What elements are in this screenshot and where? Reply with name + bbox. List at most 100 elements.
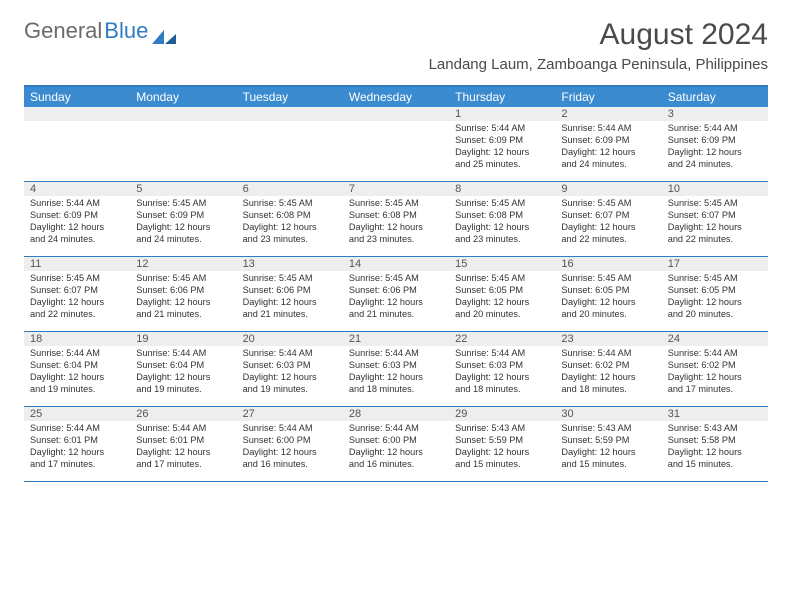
title-block: August 2024 Landang Laum, Zamboanga Peni… [429, 18, 768, 73]
daylight-text: and 19 minutes. [136, 384, 230, 396]
sunset-text: Sunset: 6:03 PM [243, 360, 337, 372]
day-cell: Sunrise: 5:45 AMSunset: 6:07 PMDaylight:… [24, 271, 130, 331]
daylight-text: Daylight: 12 hours [455, 147, 549, 159]
day-number: 17 [662, 257, 768, 271]
daylight-text: and 20 minutes. [668, 309, 762, 321]
sunrise-text: Sunrise: 5:44 AM [455, 348, 549, 360]
daylight-text: and 17 minutes. [136, 459, 230, 471]
sunrise-text: Sunrise: 5:44 AM [561, 348, 655, 360]
sunset-text: Sunset: 6:06 PM [349, 285, 443, 297]
sunset-text: Sunset: 6:00 PM [349, 435, 443, 447]
daylight-text: Daylight: 12 hours [668, 297, 762, 309]
sunrise-text: Sunrise: 5:45 AM [455, 198, 549, 210]
daylight-text: Daylight: 12 hours [30, 297, 124, 309]
day-cell: Sunrise: 5:44 AMSunset: 6:00 PMDaylight:… [343, 421, 449, 481]
daynum-row: 11121314151617 [24, 257, 768, 271]
daylight-text: and 22 minutes. [668, 234, 762, 246]
daylight-text: and 20 minutes. [561, 309, 655, 321]
daynum-row: 18192021222324 [24, 332, 768, 346]
sunset-text: Sunset: 6:00 PM [243, 435, 337, 447]
day-cell: Sunrise: 5:44 AMSunset: 6:04 PMDaylight:… [24, 346, 130, 406]
daylight-text: Daylight: 12 hours [455, 297, 549, 309]
day-cell: Sunrise: 5:45 AMSunset: 6:06 PMDaylight:… [130, 271, 236, 331]
day-cell: Sunrise: 5:44 AMSunset: 6:03 PMDaylight:… [449, 346, 555, 406]
daylight-text: Daylight: 12 hours [30, 372, 124, 384]
sunset-text: Sunset: 6:05 PM [561, 285, 655, 297]
sunset-text: Sunset: 6:09 PM [455, 135, 549, 147]
day-number: 20 [237, 332, 343, 346]
daylight-text: Daylight: 12 hours [668, 447, 762, 459]
daylight-text: and 17 minutes. [668, 384, 762, 396]
daylight-text: and 15 minutes. [455, 459, 549, 471]
sunrise-text: Sunrise: 5:44 AM [30, 423, 124, 435]
detail-row: Sunrise: 5:45 AMSunset: 6:07 PMDaylight:… [24, 271, 768, 332]
day-number: 9 [555, 182, 661, 196]
day-cell: Sunrise: 5:45 AMSunset: 6:08 PMDaylight:… [449, 196, 555, 256]
daylight-text: Daylight: 12 hours [349, 447, 443, 459]
weekday-label: Sunday [24, 87, 130, 107]
sunrise-text: Sunrise: 5:44 AM [136, 423, 230, 435]
daylight-text: and 24 minutes. [668, 159, 762, 171]
day-cell: Sunrise: 5:45 AMSunset: 6:05 PMDaylight:… [555, 271, 661, 331]
sunrise-text: Sunrise: 5:45 AM [561, 198, 655, 210]
daylight-text: and 17 minutes. [30, 459, 124, 471]
day-cell: Sunrise: 5:45 AMSunset: 6:06 PMDaylight:… [343, 271, 449, 331]
day-cell: Sunrise: 5:44 AMSunset: 6:09 PMDaylight:… [662, 121, 768, 181]
day-number [130, 107, 236, 121]
sunset-text: Sunset: 6:05 PM [668, 285, 762, 297]
daylight-text: and 24 minutes. [136, 234, 230, 246]
sunrise-text: Sunrise: 5:44 AM [243, 423, 337, 435]
day-number: 29 [449, 407, 555, 421]
day-number: 24 [662, 332, 768, 346]
weekday-label: Thursday [449, 87, 555, 107]
sunrise-text: Sunrise: 5:44 AM [561, 123, 655, 135]
day-cell [130, 121, 236, 181]
sunrise-text: Sunrise: 5:44 AM [243, 348, 337, 360]
daylight-text: Daylight: 12 hours [243, 372, 337, 384]
detail-row: Sunrise: 5:44 AMSunset: 6:09 PMDaylight:… [24, 121, 768, 182]
daynum-row: 25262728293031 [24, 407, 768, 421]
daylight-text: and 16 minutes. [349, 459, 443, 471]
sunrise-text: Sunrise: 5:45 AM [455, 273, 549, 285]
day-number: 15 [449, 257, 555, 271]
sunrise-text: Sunrise: 5:44 AM [668, 348, 762, 360]
day-number: 7 [343, 182, 449, 196]
sunrise-text: Sunrise: 5:44 AM [30, 348, 124, 360]
daylight-text: and 18 minutes. [561, 384, 655, 396]
daylight-text: Daylight: 12 hours [561, 372, 655, 384]
detail-row: Sunrise: 5:44 AMSunset: 6:01 PMDaylight:… [24, 421, 768, 482]
day-number: 23 [555, 332, 661, 346]
day-cell: Sunrise: 5:45 AMSunset: 6:07 PMDaylight:… [662, 196, 768, 256]
day-cell [237, 121, 343, 181]
sunset-text: Sunset: 6:02 PM [668, 360, 762, 372]
day-number: 8 [449, 182, 555, 196]
day-number: 3 [662, 107, 768, 121]
sunrise-text: Sunrise: 5:45 AM [243, 273, 337, 285]
sunset-text: Sunset: 6:09 PM [668, 135, 762, 147]
daylight-text: and 19 minutes. [30, 384, 124, 396]
daylight-text: and 15 minutes. [561, 459, 655, 471]
daylight-text: and 21 minutes. [349, 309, 443, 321]
day-number: 16 [555, 257, 661, 271]
daylight-text: and 18 minutes. [455, 384, 549, 396]
weekday-header: Sunday Monday Tuesday Wednesday Thursday… [24, 87, 768, 107]
sunset-text: Sunset: 5:59 PM [455, 435, 549, 447]
daylight-text: Daylight: 12 hours [561, 222, 655, 234]
day-cell: Sunrise: 5:45 AMSunset: 6:05 PMDaylight:… [449, 271, 555, 331]
daylight-text: Daylight: 12 hours [668, 222, 762, 234]
daylight-text: Daylight: 12 hours [136, 447, 230, 459]
calendar: Sunday Monday Tuesday Wednesday Thursday… [24, 85, 768, 482]
daylight-text: Daylight: 12 hours [136, 372, 230, 384]
sunset-text: Sunset: 6:08 PM [455, 210, 549, 222]
sunset-text: Sunset: 6:03 PM [455, 360, 549, 372]
sunset-text: Sunset: 6:01 PM [30, 435, 124, 447]
sunrise-text: Sunrise: 5:43 AM [668, 423, 762, 435]
sunrise-text: Sunrise: 5:44 AM [349, 348, 443, 360]
detail-row: Sunrise: 5:44 AMSunset: 6:04 PMDaylight:… [24, 346, 768, 407]
daylight-text: Daylight: 12 hours [561, 447, 655, 459]
day-cell: Sunrise: 5:44 AMSunset: 6:09 PMDaylight:… [555, 121, 661, 181]
day-cell [343, 121, 449, 181]
daylight-text: and 24 minutes. [561, 159, 655, 171]
daylight-text: Daylight: 12 hours [30, 447, 124, 459]
day-number: 25 [24, 407, 130, 421]
